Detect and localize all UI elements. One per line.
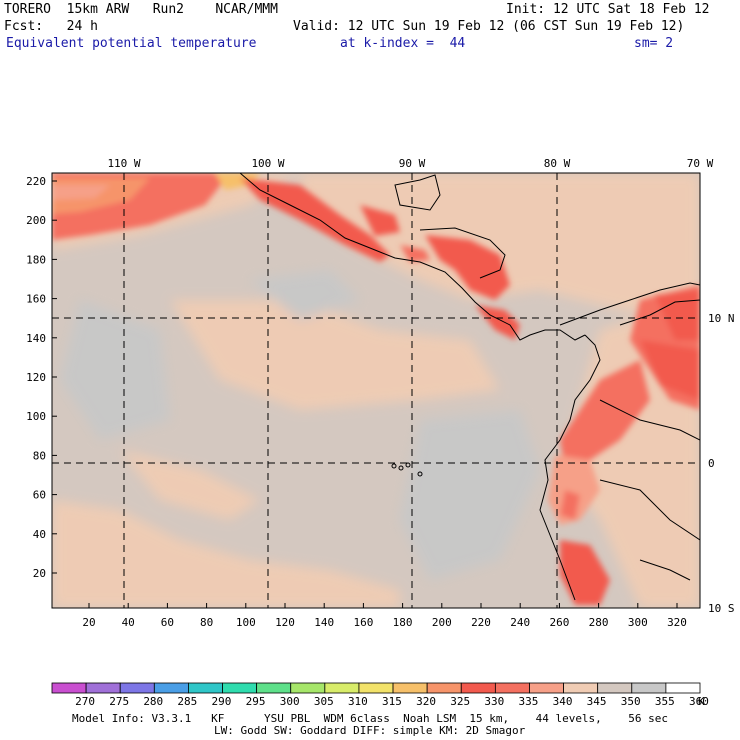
lon-label-110w: 110 W bbox=[107, 157, 140, 170]
y-tick-label: 160 bbox=[26, 293, 46, 306]
colorbar-level-label: 270 bbox=[75, 695, 95, 708]
y-tick-label: 80 bbox=[33, 449, 46, 462]
x-tick-label: 240 bbox=[510, 616, 530, 629]
colorbar-swatch bbox=[222, 682, 258, 694]
colorbar-swatch bbox=[119, 682, 155, 694]
smoothing: sm= 2 bbox=[634, 36, 674, 51]
x-tick-label: 80 bbox=[200, 616, 213, 629]
colorbar-swatch bbox=[188, 682, 223, 694]
colorbar-swatch bbox=[494, 682, 530, 694]
colorbar-swatch bbox=[426, 682, 462, 694]
x-tick-label: 180 bbox=[393, 616, 413, 629]
x-tick-label: 320 bbox=[667, 616, 687, 629]
x-tick-label: 220 bbox=[471, 616, 491, 629]
y-tick-label: 40 bbox=[33, 528, 46, 541]
lon-label-90w: 90 W bbox=[399, 157, 426, 170]
map-frame bbox=[51, 172, 701, 609]
x-tick-label: 40 bbox=[122, 616, 135, 629]
colorbar-swatch bbox=[324, 682, 360, 694]
colorbar-level-label: 325 bbox=[450, 695, 471, 708]
colorbar-swatch bbox=[563, 682, 599, 694]
colorbar-level-label: 280 bbox=[143, 695, 164, 708]
lat-label-10s: 10 S bbox=[708, 602, 735, 615]
x-tick-label: 160 bbox=[353, 616, 373, 629]
x-tick-label: 100 bbox=[236, 616, 256, 629]
colorbar-swatch bbox=[665, 682, 701, 694]
run-title: TORERO 15km ARW Run2 NCAR/MMM bbox=[4, 2, 278, 17]
colorbar-level-label: 285 bbox=[177, 695, 198, 708]
y-axis: 220 200 180 160 140 120 100 80 60 40 20 bbox=[26, 175, 57, 580]
colorbar-level-label: 360 bbox=[689, 695, 709, 708]
colorbar-swatch bbox=[392, 682, 428, 694]
colorbar-level-label: 330 bbox=[484, 695, 505, 708]
colorbar-level-label: 350 bbox=[620, 695, 641, 708]
x-tick-label: 280 bbox=[589, 616, 609, 629]
colorbar-swatch bbox=[460, 682, 496, 694]
y-tick-label: 20 bbox=[33, 567, 46, 580]
y-tick-label: 180 bbox=[26, 253, 46, 266]
x-tick-label: 300 bbox=[628, 616, 648, 629]
colorbar-swatch bbox=[85, 682, 121, 694]
y-tick-label: 60 bbox=[33, 489, 46, 502]
colorbar-level-label: 320 bbox=[416, 695, 437, 708]
colorbar bbox=[51, 682, 701, 694]
x-tick-label: 260 bbox=[549, 616, 569, 629]
lon-label-80w: 80 W bbox=[544, 157, 571, 170]
y-tick-label: 220 bbox=[26, 175, 46, 188]
colorbar-level-label: 300 bbox=[279, 695, 300, 708]
field-name: Equivalent potential temperature bbox=[6, 36, 257, 51]
colorbar-swatch bbox=[290, 682, 326, 694]
colorbar-swatch bbox=[358, 682, 394, 694]
colorbar-level-label: 340 bbox=[552, 695, 573, 708]
colorbar-level-label: 295 bbox=[245, 695, 266, 708]
model-info: Model Info: V3.3.1 KF YSU PBL WDM 6class… bbox=[72, 712, 669, 725]
lon-label-70w: 70 W bbox=[687, 157, 714, 170]
x-tick-label: 120 bbox=[275, 616, 295, 629]
forecast-hour: Fcst: 24 h bbox=[4, 19, 98, 34]
x-tick-label: 60 bbox=[161, 616, 174, 629]
colorbar-level-label: 345 bbox=[586, 695, 607, 708]
x-tick-label: 20 bbox=[82, 616, 95, 629]
physics-info: LW: Godd SW: Goddard DIFF: simple KM: 2D… bbox=[214, 724, 526, 737]
lat-label-0: 0 bbox=[708, 457, 715, 470]
colorbar-level-label: 315 bbox=[382, 695, 402, 708]
valid-time: Valid: 12 UTC Sun 19 Feb 12 (06 CST Sun … bbox=[293, 19, 685, 34]
colorbar-unit: K bbox=[698, 695, 705, 708]
colorbar-swatch bbox=[529, 682, 564, 694]
y-tick-label: 200 bbox=[26, 214, 46, 227]
y-tick-label: 120 bbox=[26, 371, 46, 384]
theta-e-field bbox=[52, 173, 700, 608]
x-axis: 20 40 60 80 100 120 140 160 180 200 220 240 260 280 30… bbox=[82, 603, 687, 629]
colorbar-swatch bbox=[256, 682, 292, 694]
init-time: Init: 12 UTC Sat 18 Feb 12 bbox=[506, 2, 710, 17]
coastlines bbox=[239, 173, 700, 601]
colorbar-swatch bbox=[631, 682, 667, 694]
colorbar-level-label: 305 bbox=[313, 695, 334, 708]
colorbar-level-label: 355 bbox=[654, 695, 675, 708]
lon-label-100w: 100 W bbox=[251, 157, 284, 170]
latlon-grid bbox=[52, 173, 700, 608]
colorbar-swatch bbox=[51, 682, 87, 694]
colorbar-level-label: 290 bbox=[211, 695, 232, 708]
colorbar-level-label: 335 bbox=[518, 695, 539, 708]
x-tick-label: 140 bbox=[314, 616, 334, 629]
x-tick-label: 200 bbox=[432, 616, 452, 629]
colorbar-swatch bbox=[153, 682, 189, 694]
colorbar-level-label: 275 bbox=[109, 695, 130, 708]
colorbar-swatch bbox=[597, 682, 633, 694]
lat-label-10n: 10 N bbox=[708, 312, 735, 325]
level-index: at k-index = 44 bbox=[340, 36, 466, 51]
y-tick-label: 100 bbox=[26, 410, 46, 423]
y-tick-label: 140 bbox=[26, 332, 46, 345]
colorbar-level-label: 310 bbox=[347, 695, 368, 708]
